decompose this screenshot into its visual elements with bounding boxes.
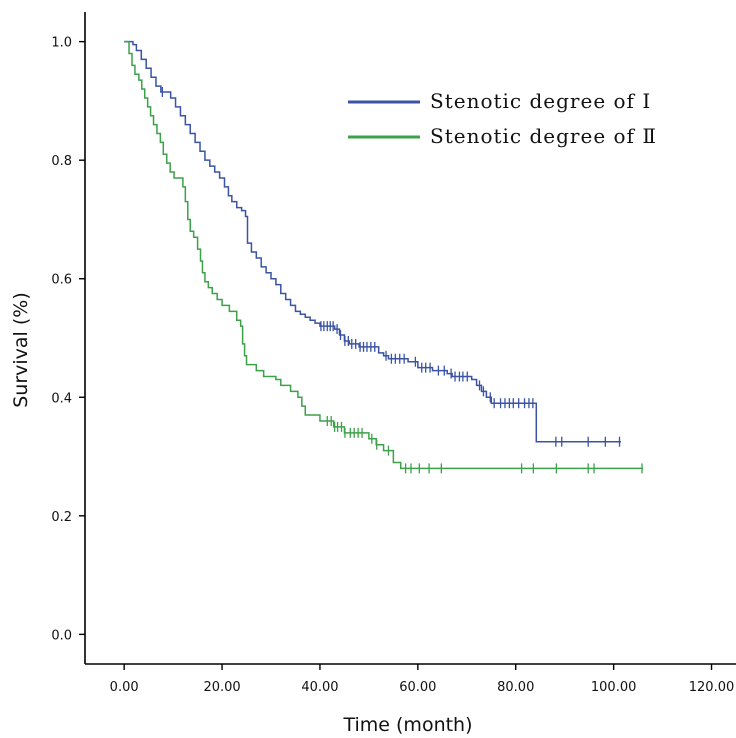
legend-label-series-2: Stenotic degree of Ⅱ [430,124,657,148]
survival-curve-series-1 [124,40,621,443]
legend-label-series-1: Stenotic degree of Ⅰ [430,89,651,113]
survival-curve-series-2 [124,40,643,470]
y-axis-title: Survival (%) [10,292,32,408]
x-tick-label: 80.00 [497,680,534,695]
x-tick-label: 20.00 [203,680,240,695]
x-tick-label: 100.00 [591,680,637,695]
y-tick-label: 0.2 [51,510,72,525]
y-tick-label: 0.8 [51,154,72,169]
x-axis-title: Time (month) [342,714,472,736]
x-tick-label: 60.00 [399,680,436,695]
x-tick-label: 120.00 [689,680,735,695]
y-ticks: 0.0 0.2 0.4 0.6 0.8 1.0 [51,36,85,643]
y-tick-label: 0.4 [51,391,72,406]
y-tick-label: 1.0 [51,36,72,51]
legend: Stenotic degree of Ⅰ Stenotic degree of … [348,89,657,148]
y-tick-label: 0.0 [51,628,72,643]
plot-curves [124,40,643,474]
x-tick-label: 0.00 [110,680,139,695]
y-tick-label: 0.6 [51,273,72,288]
x-ticks: 0.00 20.00 40.00 60.00 80.00 100.00 120.00 [110,664,735,695]
x-tick-label: 40.00 [301,680,338,695]
